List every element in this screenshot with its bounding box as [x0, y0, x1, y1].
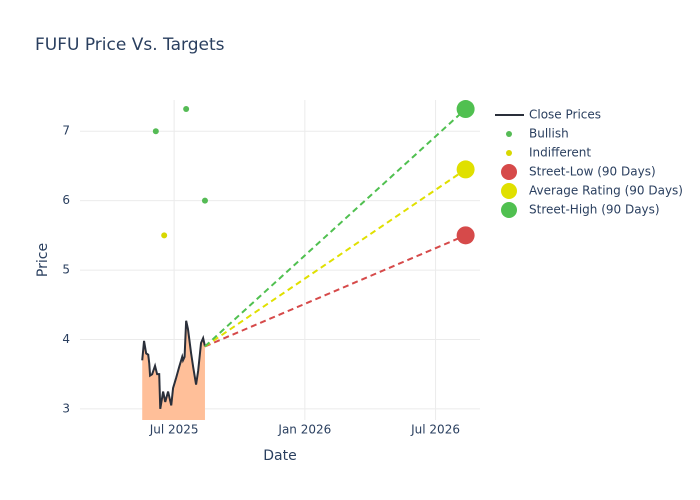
- price-line: [141, 320, 206, 410]
- legend-label: Average Rating (90 Days): [529, 184, 683, 198]
- y-tick-label: 5: [62, 263, 70, 277]
- x-tick-label: Jul 2025: [149, 423, 199, 437]
- y-tick-label: 6: [62, 193, 70, 207]
- legend-swatch: [506, 150, 512, 156]
- legend-label: Street-High (90 Days): [529, 203, 660, 217]
- y-axis-title: Price: [35, 243, 51, 277]
- legend-swatch: [506, 131, 512, 137]
- legend-label: Street-Low (90 Days): [529, 165, 656, 179]
- chart-title: FUFU Price Vs. Targets: [35, 35, 225, 55]
- y-tick-label: 7: [62, 124, 70, 138]
- target-connector: [204, 234, 467, 348]
- target-marker: [456, 160, 475, 179]
- legend-item: Average Rating (90 Days): [501, 183, 683, 199]
- y-tick-label: 3: [62, 401, 70, 415]
- legend-label: Indifferent: [529, 146, 591, 160]
- legend-swatch: [501, 202, 517, 218]
- legend-label: Close Prices: [529, 108, 601, 122]
- legend-label: Bullish: [529, 127, 569, 141]
- legend-swatch: [501, 183, 517, 199]
- x-axis-title: Date: [263, 448, 296, 464]
- target-connector: [204, 168, 467, 348]
- rating-marker: [152, 128, 159, 135]
- legend-item: Street-Low (90 Days): [501, 164, 656, 180]
- x-tick-label: Jul 2026: [410, 423, 460, 437]
- legend-item: Street-High (90 Days): [501, 202, 660, 218]
- legend-item: Indifferent: [506, 146, 591, 160]
- rating-marker: [161, 232, 168, 239]
- price-area: [142, 320, 205, 420]
- x-tick-label: Jan 2026: [277, 423, 331, 437]
- target-marker: [456, 100, 475, 119]
- rating-marker: [183, 106, 190, 113]
- target-marker: [456, 226, 475, 245]
- rating-marker: [201, 197, 208, 204]
- target-connector: [204, 108, 467, 348]
- plot-area: [141, 320, 206, 420]
- legend-item: Close Prices: [495, 108, 601, 122]
- legend-swatch: [501, 164, 517, 180]
- y-tick-label: 4: [62, 332, 70, 346]
- legend-item: Bullish: [506, 127, 569, 141]
